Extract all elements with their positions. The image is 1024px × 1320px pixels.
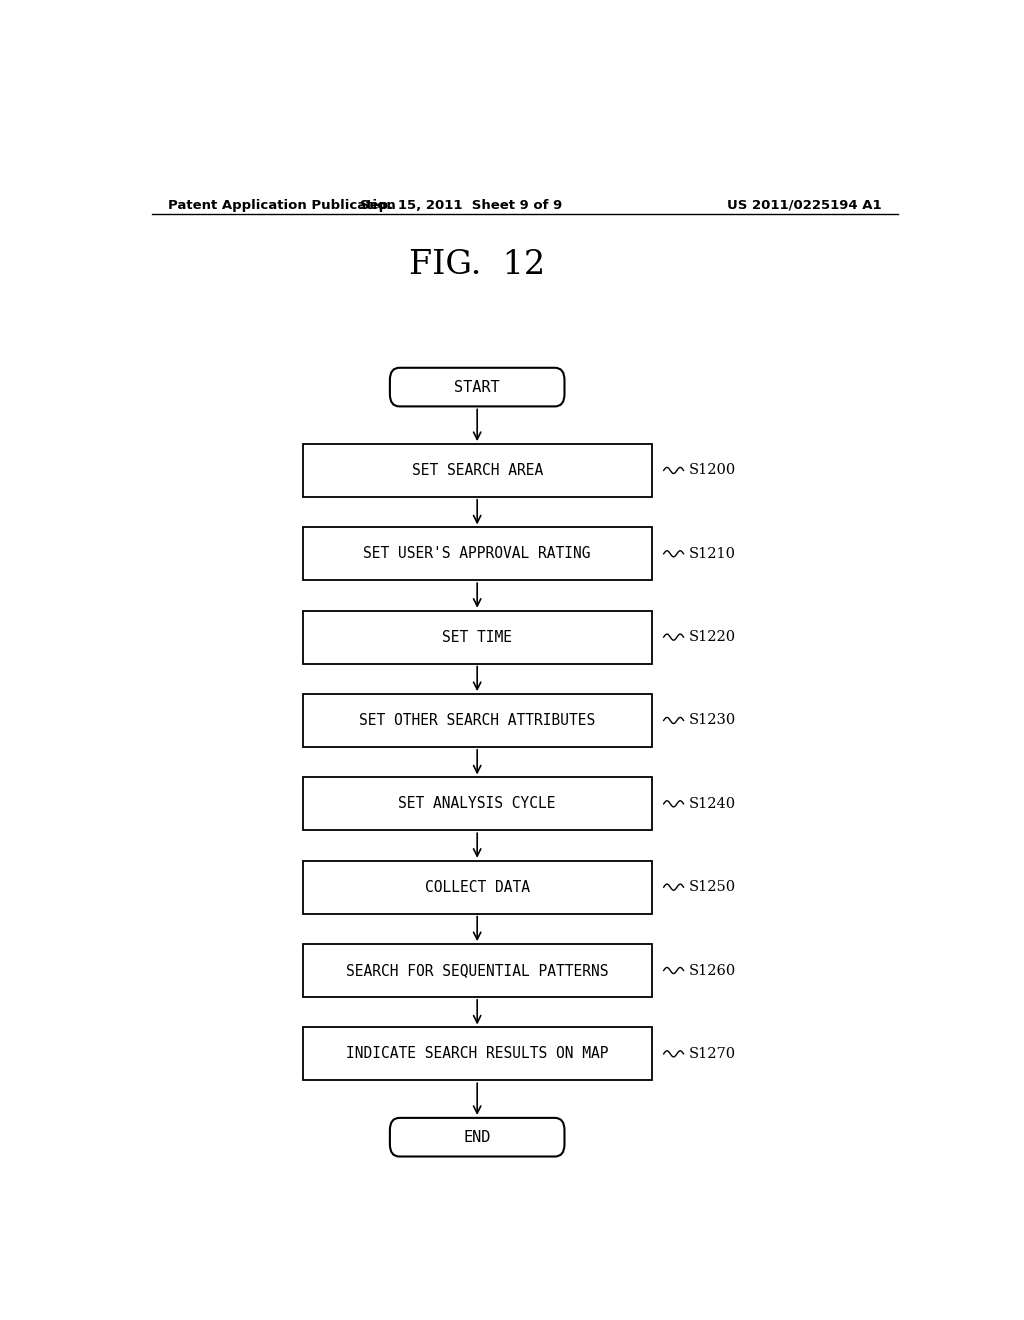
Bar <box>303 777 652 830</box>
Text: SET ANALYSIS CYCLE: SET ANALYSIS CYCLE <box>398 796 556 812</box>
Text: S1220: S1220 <box>689 630 736 644</box>
Bar <box>303 611 652 664</box>
Text: S1260: S1260 <box>689 964 736 978</box>
Text: SEARCH FOR SEQUENTIAL PATTERNS: SEARCH FOR SEQUENTIAL PATTERNS <box>346 964 608 978</box>
Text: S1270: S1270 <box>689 1047 736 1061</box>
Bar <box>303 528 652 581</box>
Text: SET TIME: SET TIME <box>442 630 512 644</box>
Text: END: END <box>464 1130 490 1144</box>
FancyBboxPatch shape <box>390 368 564 407</box>
Text: Sep. 15, 2011  Sheet 9 of 9: Sep. 15, 2011 Sheet 9 of 9 <box>360 198 562 211</box>
Text: INDICATE SEARCH RESULTS ON MAP: INDICATE SEARCH RESULTS ON MAP <box>346 1047 608 1061</box>
Text: US 2011/0225194 A1: US 2011/0225194 A1 <box>727 198 882 211</box>
Text: S1250: S1250 <box>689 880 736 894</box>
Text: SET SEARCH AREA: SET SEARCH AREA <box>412 463 543 478</box>
Text: SET USER'S APPROVAL RATING: SET USER'S APPROVAL RATING <box>364 546 591 561</box>
Text: S1230: S1230 <box>689 714 736 727</box>
Bar <box>303 444 652 496</box>
FancyBboxPatch shape <box>390 1118 564 1156</box>
Text: Patent Application Publication: Patent Application Publication <box>168 198 395 211</box>
Text: START: START <box>455 380 500 395</box>
Text: S1210: S1210 <box>689 546 736 561</box>
Bar <box>303 861 652 913</box>
Text: S1240: S1240 <box>689 797 736 810</box>
Bar <box>303 1027 652 1080</box>
Text: S1200: S1200 <box>689 463 736 478</box>
Bar <box>303 944 652 997</box>
Text: FIG.  12: FIG. 12 <box>410 249 545 281</box>
Bar <box>303 694 652 747</box>
Text: SET OTHER SEARCH ATTRIBUTES: SET OTHER SEARCH ATTRIBUTES <box>359 713 595 727</box>
Text: COLLECT DATA: COLLECT DATA <box>425 879 529 895</box>
